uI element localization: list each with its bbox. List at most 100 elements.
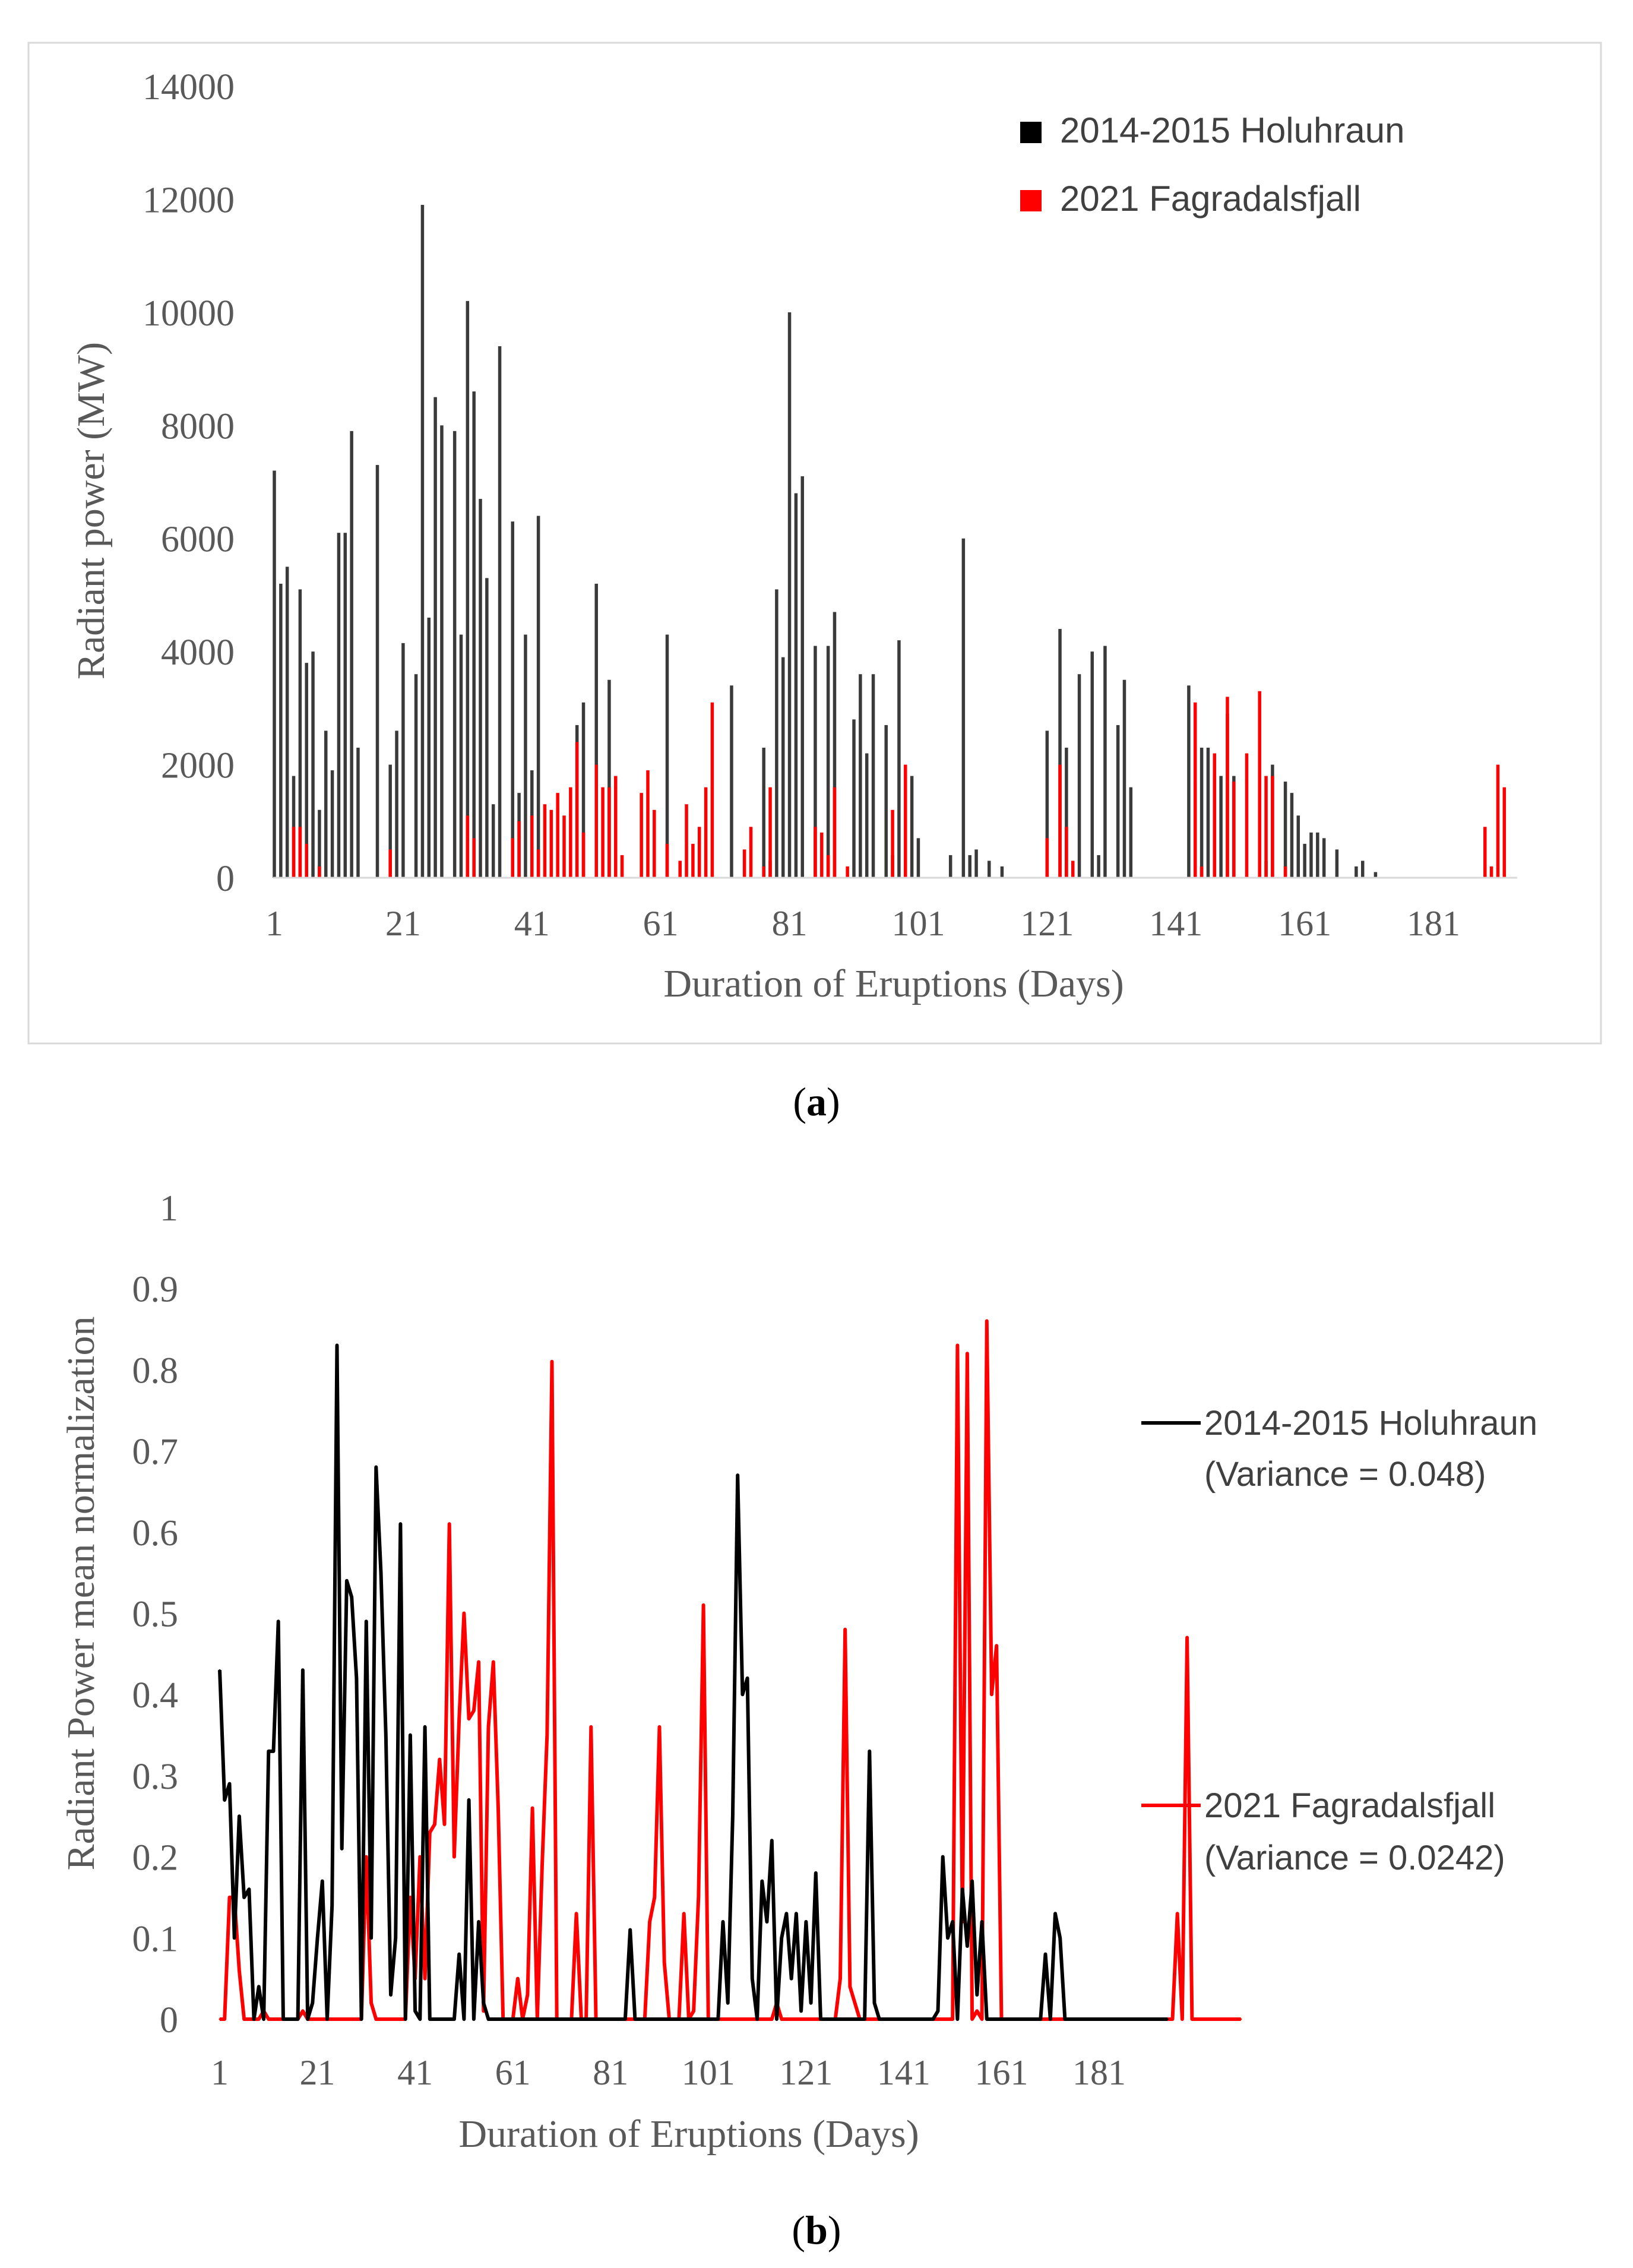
line-fagradalsfjall-point — [1220, 2018, 1223, 2020]
line-holuhraun-point — [971, 1880, 973, 1883]
chart-a-ytick-label: 4000 — [161, 632, 235, 673]
line-holuhraun-point — [355, 1677, 357, 1679]
line-holuhraun-point — [517, 2018, 519, 2020]
line-fagradalsfjall-point — [1171, 2018, 1173, 2020]
bar-chart-a: Radiant power (MW) Duration of Eruptions… — [27, 42, 1602, 1045]
line-fagradalsfjall-point — [365, 1856, 368, 1858]
line-holuhraun-point — [488, 2018, 490, 2020]
bar-holuhraun — [1296, 815, 1300, 878]
bar-fagradalsfjall — [530, 815, 534, 878]
line-fagradalsfjall-point — [350, 2018, 353, 2020]
line-holuhraun-point — [619, 2018, 622, 2020]
line-holuhraun-point — [1064, 2018, 1066, 2020]
line-holuhraun-point — [668, 2018, 670, 2020]
bar-fagradalsfjall — [665, 843, 669, 878]
line-holuhraun-point — [1049, 2018, 1052, 2020]
line-holuhraun-point — [575, 2018, 578, 2020]
line-holuhraun-point — [394, 1937, 397, 1939]
line-holuhraun-point — [692, 2018, 695, 2020]
bar-fagradalsfjall — [1496, 764, 1500, 878]
bar-holuhraun — [1116, 725, 1120, 878]
line-fagradalsfjall-point — [981, 2018, 983, 2020]
panel-label-a: (a) — [793, 1079, 840, 1124]
line-fagradalsfjall-point — [463, 1612, 465, 1614]
line-holuhraun-point — [346, 1580, 348, 1582]
line-fagradalsfjall-point — [341, 2018, 343, 2020]
bar-holuhraun — [1187, 685, 1191, 878]
line-holuhraun-point — [267, 1750, 270, 1753]
bar-holuhraun — [1374, 872, 1378, 878]
line-holuhraun-point — [311, 2002, 314, 2004]
line-holuhraun-point — [976, 1994, 978, 1996]
line-fagradalsfjall-point — [243, 2018, 245, 2020]
line-holuhraun-point — [1137, 2018, 1140, 2020]
line-fagradalsfjall-point — [815, 2018, 817, 2020]
chart-a-ytick-label: 0 — [216, 859, 235, 899]
line-fagradalsfjall-point — [1240, 2018, 1242, 2020]
line-fagradalsfjall-point — [995, 1644, 998, 1647]
line-holuhraun-point — [546, 2018, 548, 2020]
line-holuhraun-point — [780, 1937, 783, 1939]
chart-a-ytick-label: 2000 — [161, 746, 235, 786]
line-holuhraun-point — [458, 1953, 460, 1956]
line-holuhraun-point — [341, 1848, 343, 1850]
bar-holuhraun — [762, 748, 765, 878]
chart-b-ytick-label: 0.9 — [132, 1270, 179, 1310]
line-fagradalsfjall-point — [663, 1961, 666, 1963]
bar-holuhraun — [285, 567, 289, 878]
bar-fagradalsfjall — [762, 866, 765, 878]
line-fagradalsfjall-point — [223, 2018, 226, 2020]
line-holuhraun-point — [956, 2018, 958, 2020]
line-fagradalsfjall-point — [385, 2018, 387, 2020]
line-fagradalsfjall-point — [785, 2018, 787, 2020]
bar-fagradalsfjall — [678, 861, 682, 878]
line-holuhraun-point — [399, 1523, 401, 1525]
chart-a-frame — [27, 42, 1602, 1045]
bar-holuhraun — [273, 470, 276, 878]
line-holuhraun-point — [350, 1596, 353, 1598]
line-holuhraun-point — [634, 2018, 636, 2020]
line-holuhraun-point — [306, 2018, 309, 2020]
line-holuhraun-point — [390, 1994, 392, 1996]
line-holuhraun-point — [463, 2018, 465, 2020]
bar-holuhraun — [433, 397, 437, 878]
bar-holuhraun — [1058, 629, 1062, 878]
chart-a-ytick-label: 10000 — [143, 293, 235, 334]
bar-holuhraun — [730, 685, 733, 878]
chart-a-xtick-label: 21 — [385, 904, 421, 943]
line-fagradalsfjall-point — [429, 1832, 431, 1834]
line-fagradalsfjall-point — [780, 2018, 783, 2020]
bar-holuhraun — [826, 646, 830, 878]
bar-holuhraun — [337, 533, 341, 878]
line-holuhraun-point — [688, 2018, 690, 2020]
line-fagradalsfjall-point — [517, 1978, 519, 1980]
line-holuhraun-point — [819, 2018, 822, 2020]
line-holuhraun-point — [497, 2018, 499, 2020]
line-fagradalsfjall-point — [761, 2018, 763, 2020]
bar-holuhraun — [859, 674, 862, 878]
line-holuhraun-point — [697, 2018, 700, 2020]
bar-fagradalsfjall — [691, 843, 695, 878]
line-holuhraun-point — [1015, 2018, 1017, 2020]
line-fagradalsfjall-point — [331, 2018, 333, 2020]
line-holuhraun-point — [331, 1905, 333, 1907]
line-holuhraun-point — [995, 2018, 998, 2020]
line-holuhraun-point — [659, 2018, 661, 2020]
chart-a-x-ticks: 1 21 41 61 81 101 121 141 161 181 — [265, 904, 1460, 943]
line-holuhraun-point — [1142, 2018, 1144, 2020]
line-fagradalsfjall-point — [1181, 2018, 1183, 2020]
line-holuhraun-point — [473, 2018, 475, 2020]
chart-b-xtick-label: 41 — [397, 2053, 433, 2092]
bar-holuhraun — [420, 204, 425, 878]
bar-fagradalsfjall — [1502, 787, 1507, 878]
bar-fagradalsfjall — [768, 787, 772, 878]
bar-holuhraun — [414, 674, 418, 878]
line-holuhraun-point — [707, 2018, 710, 2020]
line-holuhraun-point — [1005, 2018, 1008, 2020]
line-holuhraun-point — [1118, 2018, 1120, 2020]
bar-holuhraun — [961, 538, 966, 878]
bar-holuhraun — [350, 431, 353, 878]
bar-holuhraun — [440, 425, 444, 878]
line-fagradalsfjall-point — [551, 1361, 553, 1363]
line-fagradalsfjall-point — [956, 1344, 958, 1346]
